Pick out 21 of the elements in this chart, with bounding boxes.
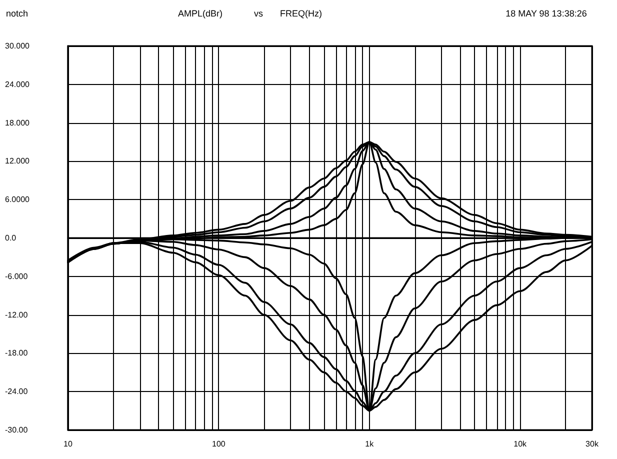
text: vs: [254, 8, 264, 18]
y-tick-label: 18.000: [5, 118, 30, 128]
x-tick-label: 100: [212, 440, 226, 448]
x-tick-label: 10: [64, 440, 73, 448]
y-tick-label: -6.000: [5, 272, 28, 281]
y-tick-label: -24.00: [5, 387, 28, 396]
y-axis-title: AMPL(dBr): [178, 8, 223, 18]
x-tick-label: 10k: [514, 440, 528, 448]
y-tick-label: 30.000: [5, 42, 30, 50]
y-tick-label: -30.00: [5, 426, 28, 434]
y-tick-label: 0.0: [5, 234, 17, 242]
y-tick-label: 12.000: [5, 156, 30, 166]
y-tick-label: -18.00: [5, 348, 28, 358]
y-tick-label: 24.000: [5, 80, 30, 89]
chart-title: notch: [6, 8, 28, 18]
x-tick-label: 30k: [586, 440, 600, 448]
y-tick-label: -12.00: [5, 310, 28, 320]
x-axis-title: FREQ(Hz): [280, 8, 322, 18]
x-tick-label: 1k: [365, 440, 375, 448]
y-tick-label: 6.0000: [5, 195, 30, 204]
text: 18 MAY 98 13:38:26: [506, 8, 587, 18]
